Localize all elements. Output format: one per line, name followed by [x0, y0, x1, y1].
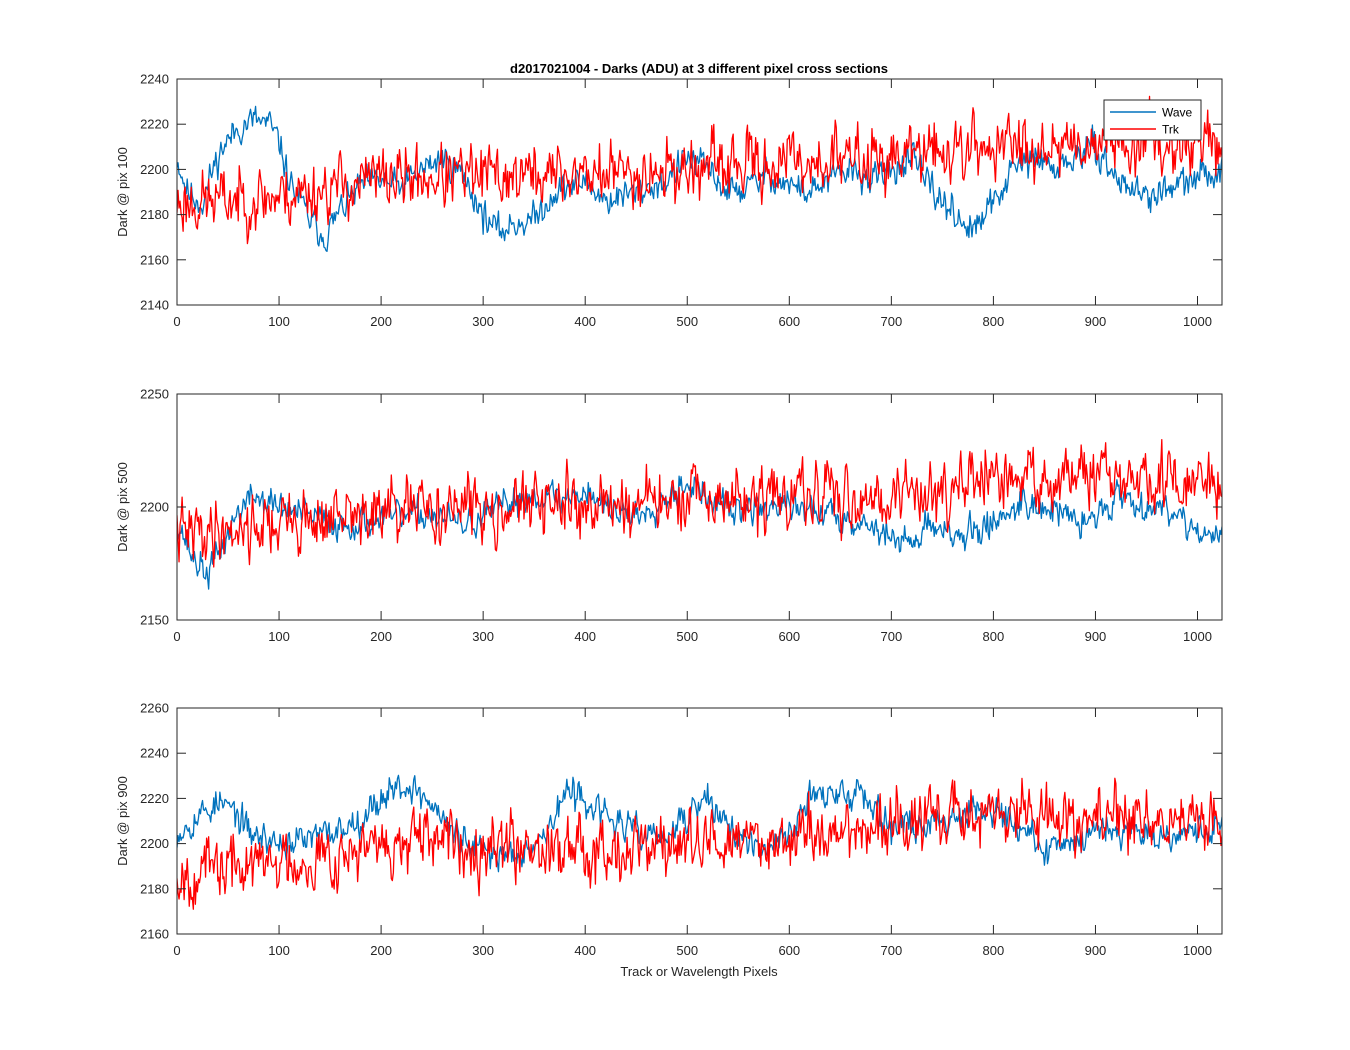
y-tick-label: 2250: [140, 387, 169, 402]
y-axis-label: Dark @ pix 500: [115, 462, 130, 552]
x-tick-label: 100: [268, 943, 290, 958]
subplot-3: 0 100 200 300 400 500 600 700 800 900 1000 2160 2180…: [115, 701, 1223, 958]
y-tick-label: 2150: [140, 613, 169, 628]
x-tick-label: 800: [983, 314, 1005, 329]
x-tick-label: 900: [1085, 629, 1107, 644]
x-tick-label: 400: [574, 314, 596, 329]
y-tick-label: 2160: [140, 927, 169, 942]
x-tick-label: 800: [983, 943, 1005, 958]
y-tick-label: 2160: [140, 252, 169, 267]
x-tick-label: 300: [472, 629, 494, 644]
x-tick-label: 800: [983, 629, 1005, 644]
axes-box: [176, 707, 1223, 935]
x-tick-label: 200: [370, 314, 392, 329]
y-tick-label: 2200: [140, 836, 169, 851]
y-tick-label: 2200: [140, 162, 169, 177]
x-tick-label: 400: [574, 629, 596, 644]
x-tick-label: 300: [472, 943, 494, 958]
y-tick-label: 2220: [140, 117, 169, 132]
x-tick-label: 0: [173, 629, 180, 644]
axes-box: [176, 78, 1223, 306]
plot-area: [177, 708, 1222, 934]
x-tick-label: 100: [268, 629, 290, 644]
series-group: [177, 95, 1222, 252]
series-line-wave: [177, 475, 1222, 590]
x-tick-label: 1000: [1183, 943, 1212, 958]
y-tick-label: 2200: [140, 500, 169, 515]
subplot-2: 0 100 200 300 400 500 600 700 800 900 1000 2150 2200…: [115, 387, 1223, 644]
x-tick-label: 500: [676, 314, 698, 329]
x-tick-label: 600: [778, 629, 800, 644]
x-tick-label: 900: [1085, 943, 1107, 958]
series-line-trk: [177, 777, 1222, 910]
x-tick-label: 500: [676, 943, 698, 958]
x-tick-label: 300: [472, 314, 494, 329]
x-tick-label: 100: [268, 314, 290, 329]
y-tick-label: 2240: [140, 746, 169, 761]
y-axis-label: Dark @ pix 900: [115, 776, 130, 866]
figure-title: d2017021004 - Darks (ADU) at 3 different…: [510, 61, 888, 76]
series-line-trk: [177, 95, 1222, 245]
x-tick-label: 0: [173, 943, 180, 958]
x-tick-label: 600: [778, 943, 800, 958]
x-tick-label: 1000: [1183, 314, 1212, 329]
subplot-1: 0 100 200 300 400 500 600 700 800 900 1000 2140 2160…: [115, 72, 1223, 329]
series-group: [177, 774, 1222, 910]
y-tick-label: 2180: [140, 881, 169, 896]
legend-label-wave: Wave: [1162, 106, 1193, 120]
y-tick-label: 2260: [140, 701, 169, 716]
y-tick-label: 2240: [140, 72, 169, 87]
x-tick-label: 200: [370, 629, 392, 644]
subplot-panels: 0 100 200 300 400 500 600 700 800 900 100021402160…: [115, 72, 1223, 958]
x-tick-label: 1000: [1183, 629, 1212, 644]
x-tick-label: 700: [881, 943, 903, 958]
x-tick-label: 900: [1085, 314, 1107, 329]
x-tick-label: 200: [370, 943, 392, 958]
x-tick-label: 400: [574, 943, 596, 958]
y-tick-label: 2140: [140, 298, 169, 313]
y-axis-label: Dark @ pix 100: [115, 147, 130, 237]
series-line-trk: [177, 438, 1222, 568]
x-axis-label: Track or Wavelength Pixels: [620, 964, 778, 979]
series-line-wave: [177, 774, 1222, 873]
series-group: [177, 438, 1222, 590]
x-tick-label: 500: [676, 629, 698, 644]
x-tick-label: 700: [881, 629, 903, 644]
x-tick-label: 0: [173, 314, 180, 329]
legend-box: [1103, 99, 1202, 141]
y-tick-label: 2180: [140, 207, 169, 222]
x-tick-label: 700: [881, 314, 903, 329]
legend-label-trk: Trk: [1162, 123, 1180, 137]
legend: Wave Trk: [1103, 99, 1202, 141]
x-tick-label: 600: [778, 314, 800, 329]
y-tick-label: 2220: [140, 791, 169, 806]
